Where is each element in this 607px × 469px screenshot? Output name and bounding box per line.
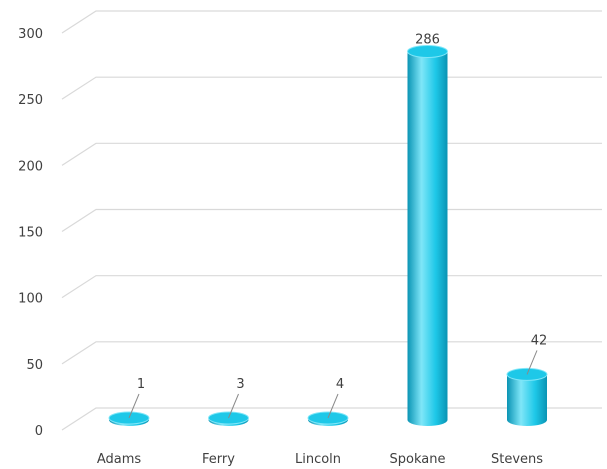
data-label-stevens: 42 [526,333,548,375]
x-tick-label: Ferry [202,452,235,467]
y-tick-label: 100 [18,292,43,307]
bar-stevens [506,367,548,426]
gridline [61,76,602,100]
gridline [61,10,602,34]
y-tick-label: 150 [18,226,43,241]
svg-text:3: 3 [236,377,244,392]
y-axis-ticks: 0 50 100 150 200 250 300 [18,27,43,439]
y-tick-label: 0 [35,424,43,439]
gridline [61,275,602,299]
data-label-adams: 1 [128,377,145,419]
bar-ferry [208,411,249,426]
gridline [61,208,602,233]
y-tick-label: 200 [18,159,43,174]
y-tick-label: 50 [26,358,43,373]
data-labels: 1 3 4 286 42 [128,33,548,419]
x-axis-ticks: Adams Ferry Lincoln Spokane Stevens [97,452,543,467]
x-tick-label: Spokane [390,452,446,467]
x-tick-label: Lincoln [295,452,341,467]
x-tick-label: Adams [97,452,142,467]
svg-text:286: 286 [415,33,440,48]
y-tick-label: 300 [18,27,43,42]
gridline [61,142,602,166]
y-tick-label: 250 [18,93,43,108]
data-label-ferry: 3 [228,377,245,419]
svg-text:4: 4 [336,377,344,392]
bars [108,45,548,426]
x-tick-label: Stevens [491,452,543,467]
svg-text:1: 1 [137,377,145,392]
data-label-lincoln: 4 [327,377,344,419]
bar-lincoln [307,411,349,426]
gridline [61,341,602,365]
gridlines [61,10,602,431]
bar-spokane [407,45,448,426]
bar-adams [108,411,150,426]
data-label-spokane: 286 [415,33,440,48]
svg-text:42: 42 [531,333,548,348]
